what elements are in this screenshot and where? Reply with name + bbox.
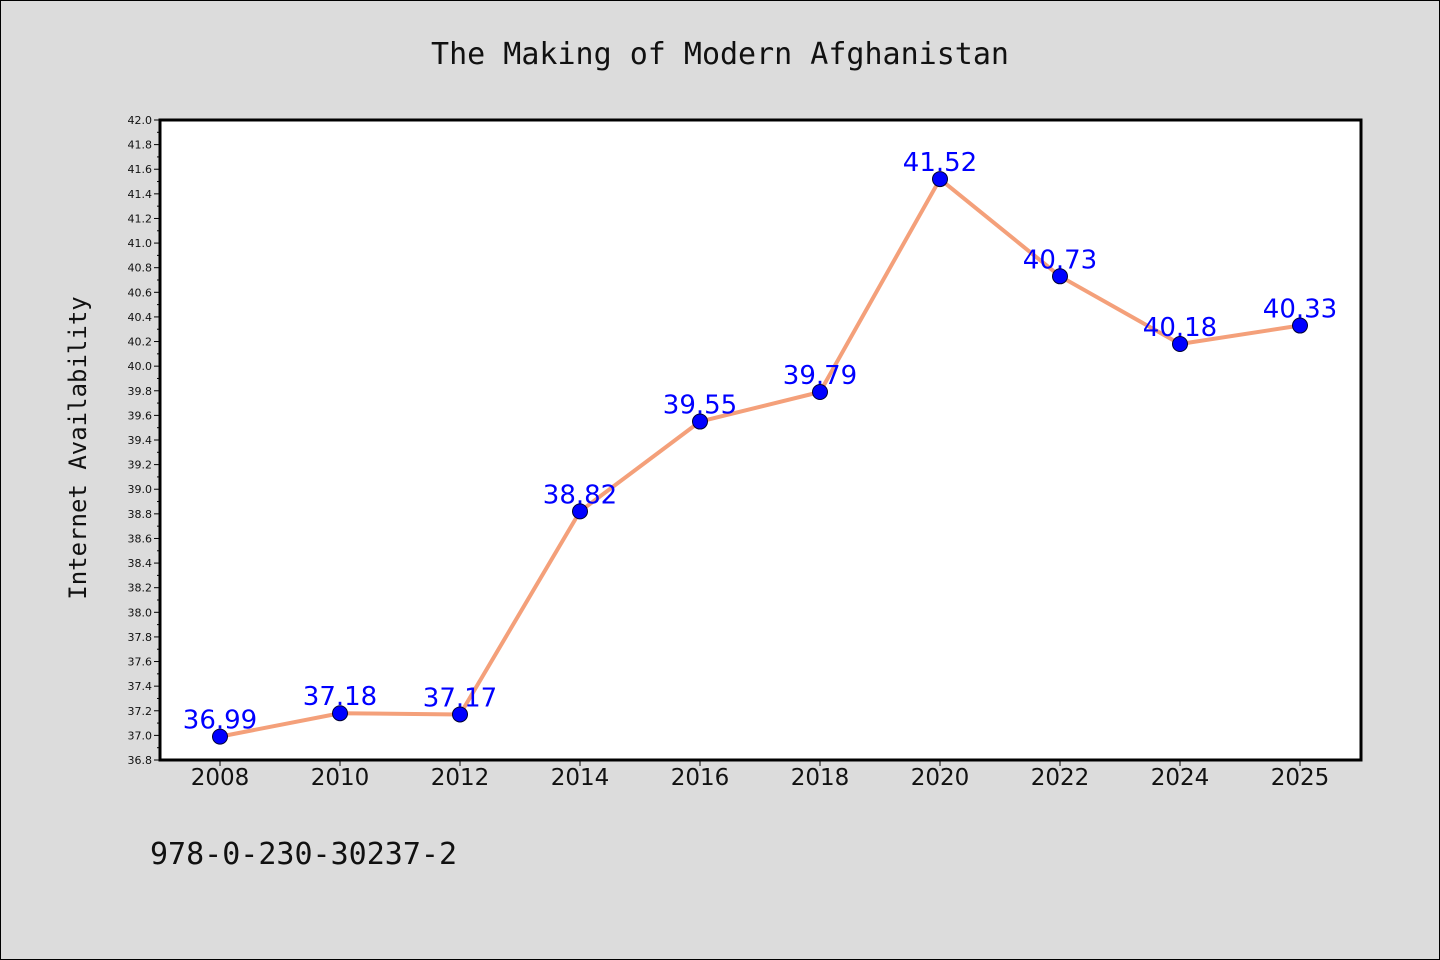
data-point (1052, 268, 1068, 285)
y-tick-label: 39.6 (128, 409, 153, 422)
x-tick-label: 2012 (431, 765, 490, 791)
data-label: 37.18 (303, 682, 377, 712)
y-tick-label: 39.0 (128, 483, 153, 496)
data-point (932, 171, 948, 188)
y-tick-label: 41.4 (128, 188, 153, 201)
data-label: 37.17 (423, 683, 497, 713)
x-tick-label: 2014 (551, 765, 610, 791)
plot-area (158, 118, 1363, 762)
y-tick-label: 37.2 (128, 705, 153, 718)
y-tick-label: 38.8 (128, 508, 153, 521)
y-tick-label: 41.2 (128, 212, 153, 225)
y-tick-label: 37.0 (128, 729, 153, 742)
x-tick-label: 2008 (191, 765, 250, 791)
y-tick-label: 37.6 (128, 656, 153, 669)
y-tick-label: 38.2 (128, 582, 153, 595)
data-point (572, 503, 588, 520)
y-tick-label: 40.0 (128, 360, 153, 373)
y-tick-label: 38.6 (128, 532, 153, 545)
x-tick-label: 2010 (311, 765, 370, 791)
isbn-text: 978-0-230-30237-2 (150, 837, 457, 872)
data-point (452, 706, 468, 723)
y-tick-label: 39.2 (128, 459, 153, 472)
data-label: 36.99 (183, 706, 257, 736)
x-tick-label: 2016 (671, 765, 730, 791)
y-tick-label: 40.8 (128, 262, 153, 275)
data-label: 39.79 (783, 361, 857, 391)
data-label: 40.18 (1143, 313, 1217, 343)
y-tick-label: 41.6 (128, 163, 153, 176)
y-tick-label: 40.6 (128, 286, 153, 299)
data-point (692, 413, 708, 430)
y-tick-label: 39.4 (128, 434, 153, 447)
data-labels: 36.99 37.18 37.17 38.82 39.55 39.79 41.52 40.73… (183, 148, 1337, 736)
y-tick-label: 37.4 (128, 680, 153, 693)
x-tick-label: 2018 (791, 765, 850, 791)
x-tick-label: 2024 (1151, 765, 1210, 791)
series-line (218, 177, 1302, 739)
x-axis-ticks: 2008 2010 2012 2014 2016 2018 2020 2022 2024 2025 (191, 760, 1330, 791)
y-tick-label: 36.8 (128, 754, 153, 767)
data-label: 40.33 (1263, 295, 1337, 325)
y-tick-label: 37.8 (128, 631, 153, 644)
data-point (812, 384, 828, 400)
y-tick-label: 42.0 (128, 114, 153, 127)
data-label: 41.52 (903, 148, 977, 178)
y-axis-label: Internet Availability (64, 296, 92, 599)
y-tick-label: 38.4 (128, 557, 153, 570)
y-tick-label: 40.4 (128, 311, 153, 324)
data-point (212, 728, 228, 745)
data-point (1292, 317, 1308, 334)
y-tick-label: 39.8 (128, 385, 153, 398)
data-series (212, 171, 1308, 745)
x-tick-label: 2020 (911, 765, 970, 791)
data-point (332, 705, 348, 722)
y-axis-ticks: 36.8 37.0 37.2 37.4 37.6 37.8 38.0 38.2 38.4 38.6… (128, 114, 160, 767)
data-label: 40.73 (1023, 245, 1097, 275)
y-tick-label: 38.0 (128, 606, 153, 619)
y-tick-label: 40.2 (128, 336, 153, 349)
data-label: 39.55 (663, 391, 737, 421)
data-label: 38.82 (543, 480, 617, 510)
x-tick-label: 2022 (1031, 765, 1090, 791)
data-point (1172, 336, 1188, 352)
y-tick-label: 41.0 (128, 237, 153, 250)
x-tick-label: 2025 (1271, 765, 1330, 791)
y-tick-label: 41.8 (128, 139, 153, 152)
chart-title: The Making of Modern Afghanistan (431, 37, 1009, 72)
